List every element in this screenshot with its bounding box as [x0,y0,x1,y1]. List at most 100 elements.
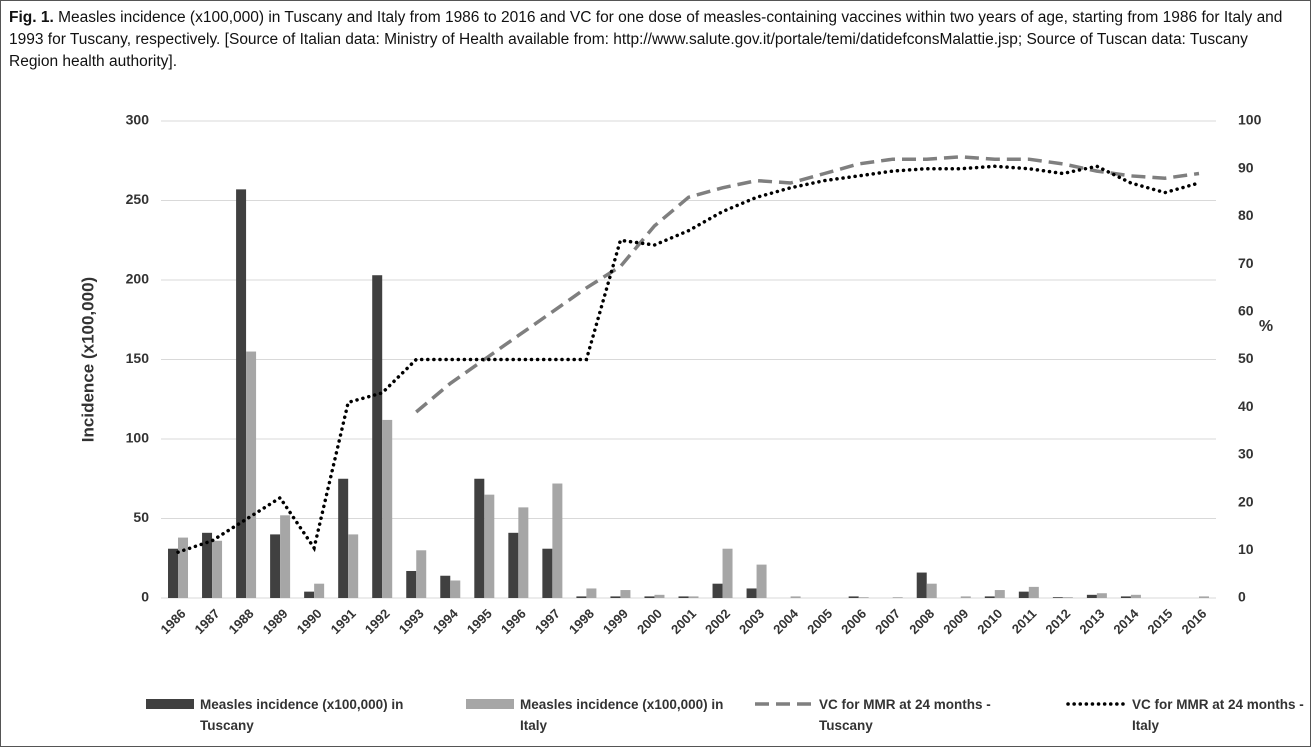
y2-tick-label: 100 [1238,112,1262,128]
x-tick-label: 1998 [566,606,597,637]
y2-tick-label: 90 [1238,159,1254,175]
legend-label: VC for MMR at 24 months - Italy [1132,697,1304,733]
x-tick-label: 1990 [294,606,325,637]
bar [790,596,801,598]
bar [484,494,495,598]
y2-tick-label: 80 [1238,207,1254,223]
x-tick-label: 2007 [872,606,903,637]
x-tick-label: 2008 [906,606,937,637]
x-tick-label: 2016 [1178,606,1209,637]
x-tick-label: 2011 [1009,606,1040,637]
legend-swatch-bar [146,699,194,709]
bar [644,596,655,598]
bar [994,590,1005,598]
bar [926,583,937,598]
bar [722,548,733,598]
bar [450,580,461,598]
bar [586,588,597,598]
bar [416,550,427,598]
bar [518,507,529,598]
bar [212,540,223,598]
y-tick-label: 50 [133,509,149,525]
y2-tick-label: 10 [1238,541,1254,557]
bar [620,590,631,598]
legend-item: VC for MMR at 24 months - Italy [1066,694,1310,736]
bar [1062,597,1073,598]
x-tick-label: 1988 [226,606,257,637]
bar [304,591,315,598]
legend-label: Measles incidence (x100,000) in Italy [520,697,724,733]
y-axis-title: Incidence (x100,000) [78,277,97,442]
caption: Fig. 1. Measles incidence (x100,000) in … [9,7,1299,73]
bar [202,532,213,598]
bar [406,570,417,598]
y2-tick-label: 0 [1238,589,1246,605]
bar [678,596,689,598]
x-tick-label: 2009 [940,606,971,637]
y-tick-label: 250 [126,191,150,207]
line [415,155,1200,414]
bar [474,478,485,598]
bar [280,515,291,598]
x-tick-label: 2004 [770,605,802,637]
bar [178,537,189,598]
bar [440,575,451,598]
bar [1018,591,1029,598]
caption-label: Fig. 1. [9,9,54,26]
legend-item: VC for MMR at 24 months - Tuscany [753,694,1009,736]
x-tick-label: 2015 [1144,606,1175,637]
x-tick-label: 1987 [192,606,223,637]
x-tick-label: 2010 [974,606,1005,637]
x-tick-label: 2012 [1042,606,1073,637]
bar [1086,594,1097,598]
legend-label: Measles incidence (x100,000) in Tuscany [200,697,404,733]
x-tick-label: 2002 [702,606,733,637]
bar [984,596,995,598]
x-tick-label: 1997 [532,606,563,637]
bar [236,189,247,598]
y-tick-label: 0 [141,589,149,605]
x-tick-label: 1996 [498,606,529,637]
x-tick-label: 1993 [396,606,427,637]
bar [382,419,393,598]
y-tick-label: 150 [126,350,150,366]
bar [1028,586,1039,598]
bar [858,597,869,598]
x-tick-label: 2000 [634,606,665,637]
bar [688,596,699,598]
bar [314,583,325,598]
legend-swatch [755,702,811,706]
bar [372,275,383,598]
y2-tick-label: 70 [1238,255,1254,271]
bar [542,548,553,598]
bar [848,596,859,598]
bar [1120,596,1131,598]
legend-item: Measles incidence (x100,000) in Italy [466,694,745,736]
x-tick-label: 1989 [260,606,291,637]
x-tick-label: 2013 [1076,606,1107,637]
x-tick-label: 1999 [600,606,631,637]
y2-tick-label: 30 [1238,446,1254,462]
bar [1052,597,1063,598]
bar [712,583,723,598]
x-tick-label: 1991 [328,606,359,637]
y-tick-label: 200 [126,271,150,287]
y2-axis-title: % [1259,318,1273,335]
x-tick-label: 1994 [430,605,462,637]
bar [508,532,519,598]
bar [1198,596,1209,598]
bar [746,588,757,598]
y2-tick-label: 50 [1238,350,1254,366]
x-tick-label: 2003 [736,606,767,637]
x-tick-label: 1986 [158,606,189,637]
x-tick-label: 1995 [464,606,495,637]
bar [270,534,281,598]
bar [348,534,359,598]
x-tick-label: 2005 [804,606,835,637]
bar [1130,594,1141,598]
legend-swatch [146,699,194,709]
bar [610,596,621,598]
bar [960,596,971,598]
